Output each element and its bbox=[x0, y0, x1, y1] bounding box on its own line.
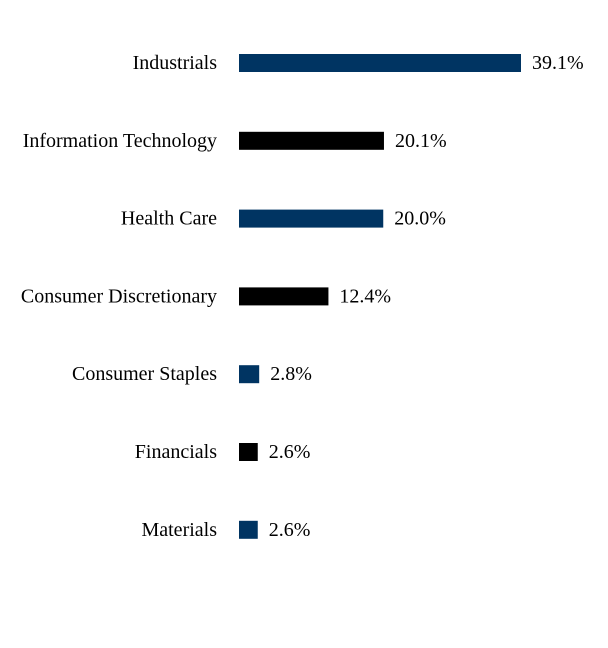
bar-information-technology bbox=[239, 131, 384, 150]
value-label-information-technology: 20.1% bbox=[395, 130, 447, 152]
category-label-financials: Financials bbox=[135, 441, 217, 463]
category-label-industrials: Industrials bbox=[133, 52, 218, 74]
bar-financials bbox=[239, 443, 258, 461]
bar-health-care bbox=[239, 209, 384, 228]
category-label-materials: Materials bbox=[141, 519, 217, 541]
category-label-consumer-discretionary: Consumer Discretionary bbox=[21, 285, 217, 307]
bar-consumer-staples bbox=[239, 365, 260, 384]
value-label-industrials: 39.1% bbox=[532, 52, 584, 74]
category-label-consumer-staples: Consumer Staples bbox=[72, 363, 217, 385]
bar-industrials bbox=[239, 54, 521, 72]
value-labels: 39.1% 20.1% 20.0% 12.4% 2.8% 2.6% 2.6% bbox=[269, 52, 584, 541]
category-label-information-technology: Information Technology bbox=[23, 130, 217, 152]
value-label-health-care: 20.0% bbox=[394, 208, 446, 230]
category-label-health-care: Health Care bbox=[121, 208, 217, 230]
value-label-consumer-discretionary: 12.4% bbox=[339, 285, 391, 307]
bar-materials bbox=[239, 520, 258, 539]
bar-consumer-discretionary bbox=[239, 287, 329, 306]
category-labels: Industrials Information Technology Health … bbox=[21, 52, 217, 541]
value-label-materials: 2.6% bbox=[269, 519, 311, 541]
value-label-consumer-staples: 2.8% bbox=[270, 363, 312, 385]
value-label-financials: 2.6% bbox=[269, 441, 311, 463]
bars bbox=[239, 54, 521, 539]
